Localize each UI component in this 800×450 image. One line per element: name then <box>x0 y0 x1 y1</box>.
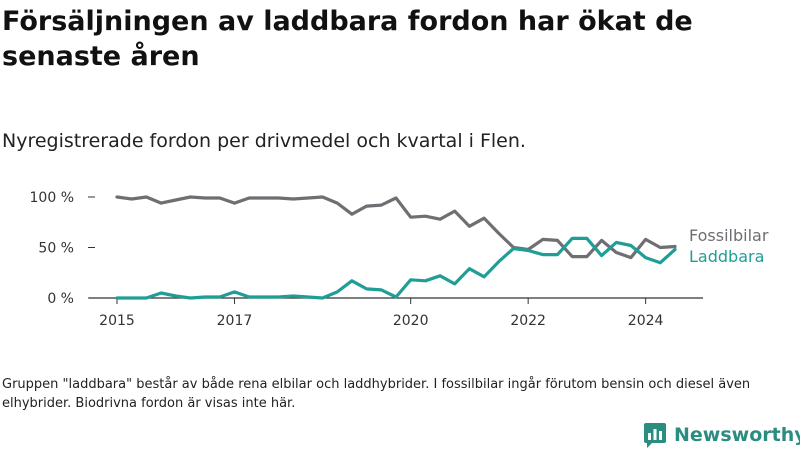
data-point-fossilbilar <box>644 238 647 241</box>
data-point-laddbara <box>541 253 545 256</box>
data-point-laddbara <box>512 247 515 250</box>
data-point-fossilbilar <box>306 196 310 200</box>
brand-name: Newsworthy <box>674 424 800 446</box>
data-point-fossilbilar <box>233 201 236 205</box>
data-point-laddbara <box>277 295 280 299</box>
data-point-laddbara <box>556 253 559 256</box>
data-point-laddbara <box>233 290 236 294</box>
data-point-fossilbilar <box>218 196 221 200</box>
chart-footnote: Gruppen "laddbara" består av både rena e… <box>2 377 751 411</box>
data-point-laddbara <box>292 294 295 298</box>
legend-label-fossilbilar: Fossilbilar <box>689 226 769 245</box>
data-point-fossilbilar <box>571 255 574 258</box>
data-point-laddbara <box>130 296 133 300</box>
data-point-fossilbilar <box>394 196 398 200</box>
data-point-laddbara <box>394 295 398 299</box>
data-point-laddbara <box>159 291 163 295</box>
data-point-laddbara <box>174 294 177 298</box>
data-point-fossilbilar <box>482 217 486 220</box>
chart-subtitle: Nyregistrerade fordon per drivmedel och … <box>2 130 526 152</box>
data-point-fossilbilar <box>659 246 662 249</box>
data-point-laddbara <box>673 248 677 251</box>
brand-logo[interactable]: Newsworthy <box>643 420 800 450</box>
data-point-fossilbilar <box>130 197 133 201</box>
data-point-laddbara <box>497 260 500 263</box>
data-point-fossilbilar <box>115 195 119 199</box>
data-point-fossilbilar <box>350 212 354 216</box>
data-point-fossilbilar <box>336 201 339 205</box>
data-point-laddbara <box>468 267 471 270</box>
data-point-laddbara <box>380 288 383 292</box>
data-point-laddbara <box>306 295 310 299</box>
data-point-fossilbilar <box>292 197 295 201</box>
data-point-fossilbilar <box>277 196 280 200</box>
data-point-laddbara <box>615 241 618 244</box>
x-tick-label: 2015 <box>99 313 135 329</box>
data-point-fossilbilar <box>159 201 163 205</box>
newsworthy-logo-icon <box>644 423 666 448</box>
data-point-fossilbilar <box>615 251 618 254</box>
data-point-fossilbilar <box>497 232 500 235</box>
data-point-laddbara <box>336 290 339 294</box>
data-point-fossilbilar <box>424 214 427 218</box>
data-point-fossilbilar <box>189 195 192 199</box>
series-line-laddbara <box>115 236 677 300</box>
data-point-fossilbilar <box>321 195 324 199</box>
line-chart: 0 % 50 % 100 % 2015 2017 2020 2022 2024 Fossilbi… <box>30 190 769 329</box>
data-point-fossilbilar <box>556 239 559 242</box>
data-point-fossilbilar <box>203 196 207 200</box>
x-tick-label: 2020 <box>393 313 429 329</box>
data-point-fossilbilar <box>380 203 383 207</box>
y-tick-label: 100 % <box>30 190 74 206</box>
data-point-laddbara <box>438 274 442 277</box>
data-point-laddbara <box>409 278 412 282</box>
data-point-laddbara <box>644 256 647 259</box>
data-point-laddbara <box>585 237 589 240</box>
data-point-laddbara <box>115 296 119 300</box>
data-point-fossilbilar <box>409 216 412 219</box>
data-point-laddbara <box>482 275 486 278</box>
data-point-fossilbilar <box>174 198 177 202</box>
data-point-laddbara <box>659 261 662 264</box>
data-point-laddbara <box>350 279 354 283</box>
x-tick-label: 2024 <box>628 313 664 329</box>
data-point-fossilbilar <box>629 256 633 259</box>
data-point-laddbara <box>189 296 192 300</box>
data-point-fossilbilar <box>585 255 589 258</box>
data-point-fossilbilar <box>247 196 251 200</box>
data-point-fossilbilar <box>468 225 471 228</box>
data-point-fossilbilar <box>145 195 148 199</box>
x-tick-label: 2022 <box>510 313 546 329</box>
data-point-laddbara <box>571 237 574 240</box>
data-point-fossilbilar <box>262 196 266 200</box>
data-point-laddbara <box>321 296 324 300</box>
data-point-laddbara <box>145 296 148 300</box>
y-tick-label: 0 % <box>47 291 74 307</box>
data-point-fossilbilar <box>438 218 442 221</box>
data-point-laddbara <box>629 244 633 247</box>
legend-label-laddbara: Laddbara <box>689 247 764 266</box>
data-point-fossilbilar <box>453 209 456 213</box>
data-point-fossilbilar <box>541 238 545 241</box>
data-point-laddbara <box>424 279 427 283</box>
x-tick-label: 2017 <box>217 313 253 329</box>
data-point-fossilbilar <box>600 239 603 242</box>
data-point-fossilbilar <box>673 245 677 248</box>
y-tick-label: 50 % <box>38 241 74 257</box>
data-point-fossilbilar <box>365 204 368 208</box>
data-point-laddbara <box>247 295 251 299</box>
data-point-laddbara <box>600 254 603 257</box>
data-point-laddbara <box>526 249 530 252</box>
data-point-laddbara <box>365 287 368 291</box>
data-point-laddbara <box>262 295 266 299</box>
chart-title: Försäljningen av laddbara fordon har öka… <box>2 6 693 72</box>
data-point-laddbara <box>453 282 456 286</box>
data-point-laddbara <box>203 295 207 299</box>
series-line-fossilbilar <box>115 195 677 260</box>
data-point-laddbara <box>218 295 221 299</box>
